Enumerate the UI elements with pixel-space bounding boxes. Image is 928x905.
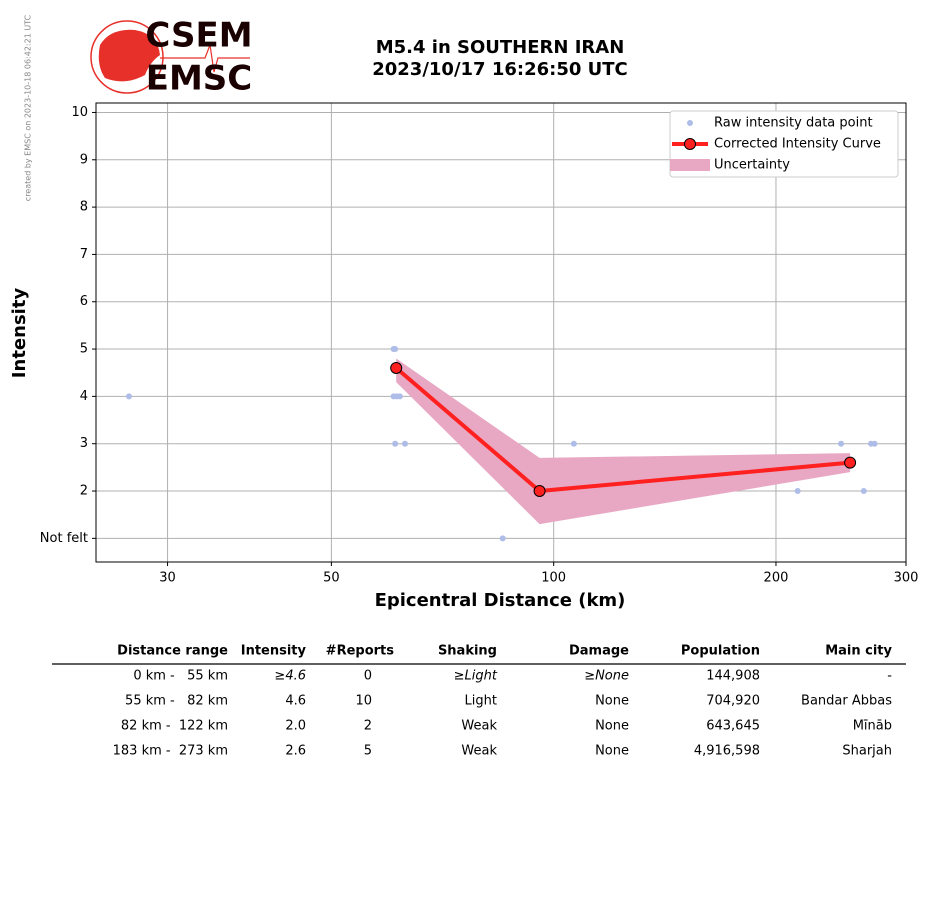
legend-label: Raw intensity data point [714,116,873,131]
table-cell: 82 km - 122 km [121,719,228,734]
data-point [392,440,399,447]
table-cell: 4,916,598 [694,744,760,759]
legend-label: Corrected Intensity Curve [714,137,881,152]
table-cell: 643,645 [706,719,760,734]
data-point [570,440,577,447]
table-header: Shaking [438,644,497,659]
x-axis-label: Epicentral Distance (km) [375,590,626,611]
y-tick-label: 6 [80,294,88,309]
table-cell: None [595,719,629,734]
table-cell: - [887,669,892,684]
x-tick-label: 100 [541,571,566,586]
uncertainty-band [396,358,851,525]
table-header: Distance range [117,644,228,659]
table-cell: 0 [364,669,372,684]
data-point [838,440,845,447]
table-header: Population [681,644,760,659]
table-cell: None [595,694,629,709]
data-point [860,488,867,495]
y-axis-label: Intensity [9,288,30,379]
data-point [396,393,403,400]
data-point [499,535,506,542]
table-cell: Weak [461,744,497,759]
table-header: Main city [825,644,892,659]
chart-title: M5.4 in SOUTHERN IRAN [376,37,625,58]
table-cell: ≥4.6 [274,669,306,684]
table-cell: 2.6 [285,744,306,759]
legend-symbol [670,159,710,171]
curve-marker [844,456,857,469]
table-cell: 4.6 [285,694,306,709]
legend-symbol [684,138,696,150]
y-tick-label: 7 [80,247,88,262]
y-tick-label: Not felt [40,531,88,546]
logo-map [98,29,160,82]
table-cell: ≥Light [454,669,498,684]
table-cell: 2 [364,719,372,734]
table-cell: Weak [461,719,497,734]
legend-box [669,110,899,178]
logo-top: CSEM [145,16,252,56]
table-cell: 0 km - 55 km [133,669,228,684]
legend-symbol [687,120,693,126]
side-note: created by EMSC on 2023-10-18 06:42:21 U… [24,14,33,201]
table-cell: Light [465,694,497,709]
table-cell: Bandar Abbas [801,694,892,709]
logo-wave [160,42,250,73]
y-tick-label: 10 [71,105,88,120]
y-tick-label: 5 [80,342,88,357]
y-tick-label: 2 [80,484,88,499]
data-point [125,393,132,400]
table-cell: None [595,744,629,759]
table-cell: 10 [355,694,372,709]
table-cell: Mīnāb [853,719,892,734]
x-tick-label: 50 [323,571,340,586]
logo: CSEM EMSC [90,16,253,99]
data-point [871,440,878,447]
table-cell: 183 km - 273 km [113,744,228,759]
x-tick-label: 200 [764,571,789,586]
table-cell: 704,920 [706,694,760,709]
curve-marker [390,361,403,374]
y-tick-label: 9 [80,152,88,167]
curve-marker [533,485,546,498]
table-header: #Reports [326,644,395,659]
x-tick-label: 30 [159,571,176,586]
y-tick-label: 4 [80,389,88,404]
plot-frame [95,102,907,563]
x-tick-label: 300 [894,571,919,586]
logo-bottom: EMSC [146,59,253,99]
table-cell: ≥None [584,669,629,684]
table-cell: 2.0 [285,719,306,734]
legend: Raw intensity data point Corrected Intens… [669,110,899,178]
y-tick-label: 8 [80,200,88,215]
table-cell: 144,908 [706,669,760,684]
chart-title: 2023/10/17 16:26:50 UTC [372,59,628,80]
logo-ring [90,20,164,94]
table-header: Damage [569,644,629,659]
legend-label: Uncertainty [714,158,790,173]
data-point [401,440,408,447]
table-header: Intensity [241,644,307,659]
y-tick-label: 3 [80,436,88,451]
table-cell: 5 [364,744,372,759]
table-cell: Sharjah [842,744,892,759]
data-point [392,346,399,353]
table-cell: 55 km - 82 km [125,694,228,709]
data-point [794,488,801,495]
